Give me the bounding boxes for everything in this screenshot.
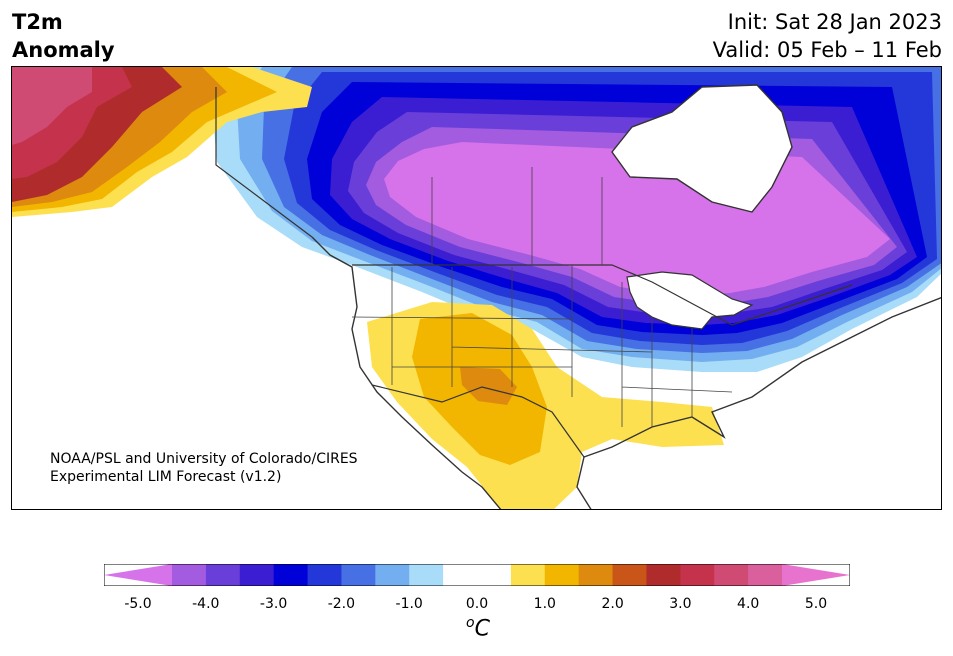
forecast-dates: Init: Sat 28 Jan 2023 Valid: 05 Feb – 11… (713, 8, 942, 64)
great-lakes (626, 271, 754, 330)
colorbar-tick: 5.0 (804, 596, 828, 612)
us-mexico-border (371, 384, 585, 458)
anomaly-map: NOAA/PSL and University of Colorado/CIRE… (11, 66, 942, 510)
gulf-coastline (583, 297, 941, 458)
colorbar-tick-labels: -5.0 -4.0 -3.0 -2.0 -1.0 0.0 1.0 2.0 3.0 4.0 5.0 (0, 596, 953, 616)
colorbar-segment (341, 564, 376, 586)
colorbar-segment (714, 564, 749, 586)
colorbar-segment (172, 564, 207, 586)
colorbar-segment (239, 564, 275, 586)
colorbar-tick: -2.0 (327, 596, 356, 612)
colorbar-segment (477, 564, 512, 586)
title-variable: T2m (12, 10, 63, 34)
colorbar-segment (273, 564, 309, 586)
colorbar-unit: oC (466, 615, 490, 642)
mexico-coastline (576, 456, 592, 509)
colorbar-segment (612, 564, 647, 586)
map-title: T2m Anomaly (12, 8, 115, 64)
colorbar-tick: 1.0 (533, 596, 556, 612)
colorbar-arrow-max (782, 564, 850, 586)
hudson-bay (611, 84, 793, 213)
colorbar-segment (646, 564, 681, 586)
colorbar-segment (205, 564, 241, 586)
colorbar-tick: -3.0 (259, 596, 288, 612)
colorbar-segment (748, 564, 783, 586)
colorbar-tick: 3.0 (669, 596, 692, 612)
colorbar-tick: -5.0 (124, 596, 152, 612)
state-lines (351, 167, 733, 427)
init-date: Init: Sat 28 Jan 2023 (727, 10, 942, 34)
colorbar-segment (680, 564, 715, 586)
colorbar-segment (375, 564, 410, 586)
colorbar-segment (510, 564, 546, 586)
colorbar-tick: -4.0 (192, 596, 220, 612)
colorbar-tick: 0.0 (465, 596, 489, 612)
colorbar-tick: 4.0 (737, 596, 760, 612)
colorbar-segments (104, 564, 850, 586)
west-coastline (311, 236, 502, 509)
map-svg: NOAA/PSL and University of Colorado/CIRE… (12, 67, 941, 509)
warm-band-alaska-pink (12, 67, 92, 145)
warm-band-orange (460, 367, 517, 405)
alaska-border (215, 87, 313, 238)
colorbar-segment (443, 564, 478, 586)
colorbar-arrow-min (104, 564, 172, 586)
colorbar-segment (307, 564, 342, 586)
credit-line-2: Experimental LIM Forecast (v1.2) (50, 469, 281, 485)
colorbar-tick: -1.0 (395, 596, 423, 612)
title-field: Anomaly (12, 38, 115, 62)
colorbar-segment (578, 564, 614, 586)
colorbar-segment (409, 564, 444, 586)
colorbar (104, 564, 850, 586)
colorbar-tick: 2.0 (601, 596, 624, 612)
colorbar-segment (544, 564, 580, 586)
map-credit: NOAA/PSL and University of Colorado/CIRE… (50, 451, 358, 485)
credit-line-1: NOAA/PSL and University of Colorado/CIRE… (50, 451, 358, 467)
valid-range: Valid: 05 Feb – 11 Feb (712, 38, 942, 62)
